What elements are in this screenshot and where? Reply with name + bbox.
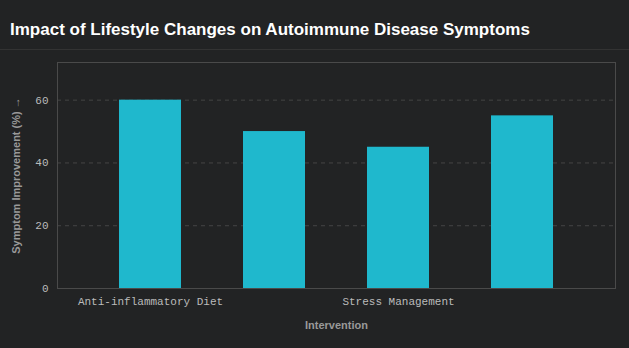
svg-text:Anti-inflammatory Diet: Anti-inflammatory Diet: [78, 296, 223, 308]
svg-text:20: 20: [35, 220, 48, 232]
svg-text:0: 0: [42, 283, 49, 295]
svg-text:60: 60: [35, 95, 48, 107]
svg-text:Intervention: Intervention: [305, 319, 368, 331]
svg-text:Stress Management: Stress Management: [342, 296, 454, 308]
svg-text:Symptom Improvement (%) →: Symptom Improvement (%) →: [10, 97, 22, 253]
html-text:Impact of Lifestyle Changes on: Impact of Lifestyle Changes on Autoimmun…: [10, 20, 530, 39]
svg-text:40: 40: [35, 157, 48, 169]
